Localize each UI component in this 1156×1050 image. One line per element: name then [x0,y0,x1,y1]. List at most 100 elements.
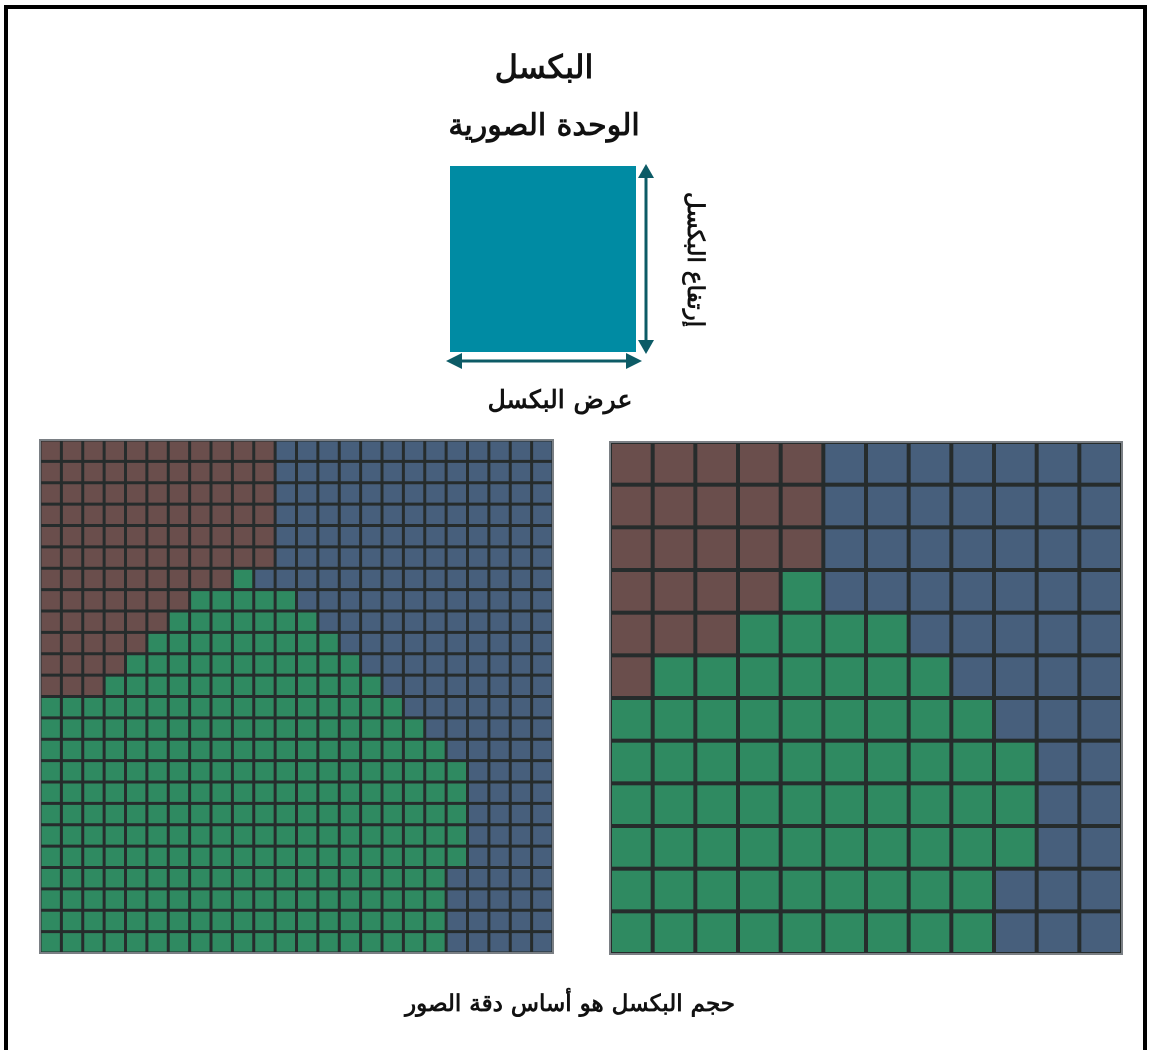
pixel-cell-blue [340,441,360,460]
pixel-cell-brown [105,591,125,610]
pixel-cell-green [426,740,445,760]
pixel-cell-green [169,933,189,952]
pixel-cell-green [62,719,82,738]
pixel-cell-brown [782,529,822,568]
pixel-cell-green [825,913,864,952]
pixel-cell-blue [298,462,317,482]
pixel-cell-blue [319,462,338,482]
pixel-cell-green [276,633,296,653]
pixel-cell-brown [782,486,822,526]
pixel-cell-blue [447,676,467,696]
pixel-cell-blue [340,569,360,589]
diagram-title: البكسل [494,48,594,86]
pixel-cell-blue [533,804,552,824]
pixel-cell-brown [105,548,125,567]
pixel-cell-brown [62,591,82,610]
pixel-cell-green [276,676,296,696]
pixel-cell-green [996,785,1035,824]
pixel-cell-green [169,869,189,888]
pixel-cell-green [782,657,822,696]
pixel-cell-blue [511,462,531,482]
pixel-cell-blue [383,612,402,631]
pixel-cell-green [276,612,296,631]
pixel-cell-blue [511,911,531,931]
pixel-cell-green [62,847,82,867]
pixel-cell-green [169,655,189,674]
pixel-cell-green [233,826,253,845]
pixel-cell-green [233,740,253,760]
pixel-cell-blue [276,462,296,482]
pixel-cell-blue [319,612,338,631]
pixel-cell-blue [533,569,552,589]
pixel-cell-blue [469,633,488,653]
pixel-cell-blue [426,591,445,610]
pixel-cell-blue [1038,529,1078,568]
pixel-cell-green [62,911,82,931]
pixel-cell-blue [362,633,381,653]
pixel-cell-green [41,698,60,717]
pixel-cell-green [191,740,210,760]
pixel-cell-brown [62,548,82,567]
pixel-cell-brown [105,462,125,482]
width-arrow [446,353,642,369]
pixel-cell-blue [469,740,488,760]
pixel-cell-blue [426,505,445,525]
pixel-cell-green [782,913,822,952]
pixel-cell-green [62,762,82,781]
pixel-cell-green [362,933,381,952]
pixel-cell-brown [148,569,167,589]
pixel-cell-blue [490,676,509,696]
pixel-cell-green [697,785,736,824]
pixel-cell-brown [127,462,146,482]
pixel-cell-blue [533,548,552,567]
pixel-cell-brown [169,527,189,546]
pixel-cell-blue [426,676,445,696]
pixel-cell-green [404,804,424,824]
pixel-cell-green [298,740,317,760]
pixel-cell-green [383,719,402,738]
pixel-cell-green [41,933,60,952]
pixel-cell-blue [511,869,531,888]
pixel-cell-green [212,612,231,631]
pixel-cell-blue [404,505,424,525]
pixel-cell-blue [1038,572,1078,611]
pixel-cell-green [825,870,864,910]
pixel-cell-blue [276,441,296,460]
pixel-cell-green [148,933,167,952]
pixel-cell-blue [490,569,509,589]
pixel-cell-brown [148,548,167,567]
pixel-cell-blue [276,569,296,589]
pixel-cell-blue [1081,529,1120,568]
pixel-cell-brown [212,441,231,460]
pixel-cell-green [41,762,60,781]
pixel-cell-green [233,783,253,802]
pixel-cell-green [255,847,274,867]
pixel-cell-brown [62,569,82,589]
pixel-cell-green [105,911,125,931]
pixel-cell-brown [148,591,167,610]
pixel-cell-blue [533,783,552,802]
pixel-cell-brown [255,462,274,482]
pixel-cell-green [362,847,381,867]
pixel-cell-blue [362,462,381,482]
pixel-cell-green [612,828,651,867]
pixel-cell-brown [127,527,146,546]
pixel-cell-green [740,700,779,739]
pixel-cell-green [255,804,274,824]
pixel-cell-green [426,869,445,888]
pixel-cell-green [298,804,317,824]
pixel-cell-brown [105,633,125,653]
pixel-cell-blue [276,548,296,567]
pixel-cell-green [233,655,253,674]
pixel-cell-green [404,719,424,738]
pixel-cell-blue [426,527,445,546]
pixel-cell-blue [1038,913,1078,952]
pixel-cell-blue [868,529,907,568]
pixel-cell-green [782,828,822,867]
pixel-cell-green [169,890,189,909]
pixel-cell-green [169,612,189,631]
pixel-cell-blue [447,505,467,525]
pixel-cell-green [404,826,424,845]
pixel-cell-blue [447,911,467,931]
pixel-cell-blue [1081,742,1120,782]
